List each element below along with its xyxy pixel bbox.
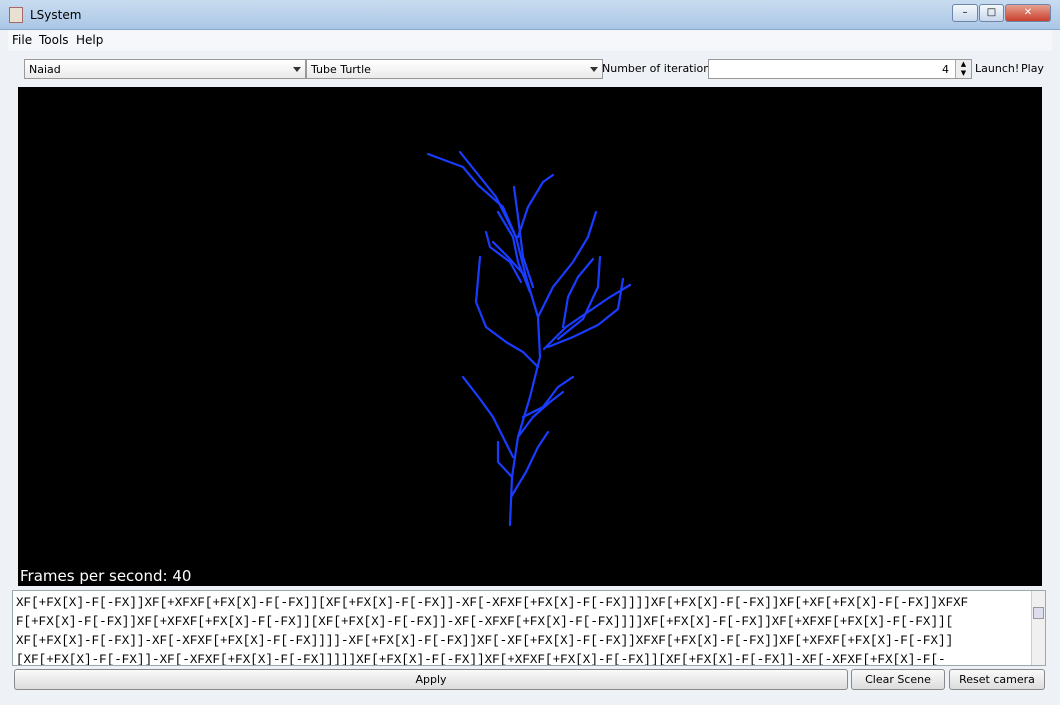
output-line: XF[+FX[X]-F[-FX]]XF[+XFXF[+FX[X]-F[-FX]]…: [16, 596, 969, 610]
iterations-label: Number of iterations:: [602, 62, 720, 75]
tree-branches: [426, 150, 632, 527]
preset-combo[interactable]: Naiad: [24, 59, 306, 79]
maximize-button[interactable]: □: [979, 4, 1004, 22]
scrollbar[interactable]: [1031, 591, 1045, 665]
scroll-thumb[interactable]: [1033, 607, 1044, 619]
menu-tools[interactable]: Tools: [39, 33, 69, 47]
title-bar: LSystem – □ ✕: [0, 0, 1060, 30]
render-viewport[interactable]: Frames per second: 40: [18, 87, 1042, 586]
spinner-arrows[interactable]: ▲ ▼: [955, 60, 971, 78]
launch-button[interactable]: Launch!: [975, 62, 1020, 75]
toolbar: Naiad Tube Turtle Number of iterations: …: [8, 55, 1052, 83]
fps-label: Frames per second: 40: [20, 567, 192, 585]
iterations-value: 4: [942, 63, 949, 76]
apply-button[interactable]: Apply: [14, 669, 848, 690]
output-line: XF[+FX[X]-F[-FX]]-XF[-XFXF[+FX[X]-F[-FX]…: [16, 634, 954, 648]
clear-scene-button[interactable]: Clear Scene: [851, 669, 945, 690]
window-title: LSystem: [30, 8, 82, 22]
turtle-value: Tube Turtle: [311, 63, 371, 76]
close-button[interactable]: ✕: [1005, 4, 1051, 22]
menu-help[interactable]: Help: [76, 33, 104, 47]
play-button[interactable]: Play: [1021, 62, 1044, 75]
output-line: [XF[+FX[X]-F[-FX]]-XF[-XFXF[+FX[X]-F[-FX…: [16, 653, 946, 666]
iterations-spinner[interactable]: 4 ▲ ▼: [708, 59, 972, 79]
preset-value: Naiad: [29, 63, 61, 76]
menu-bar: File Tools Help: [8, 30, 1052, 51]
minimize-button[interactable]: –: [952, 4, 978, 22]
lsystem-output[interactable]: XF[+FX[X]-F[-FX]]XF[+XFXF[+FX[X]-F[-FX]]…: [12, 590, 1046, 666]
menu-file[interactable]: File: [12, 33, 33, 47]
turtle-combo[interactable]: Tube Turtle: [306, 59, 603, 79]
tree-render: [426, 150, 632, 527]
app-icon: [9, 7, 23, 23]
output-line: F[+FX[X]-F[-FX]]XF[+XFXF[+FX[X]-F[-FX]][…: [16, 615, 954, 629]
reset-camera-button[interactable]: Reset camera: [949, 669, 1045, 690]
